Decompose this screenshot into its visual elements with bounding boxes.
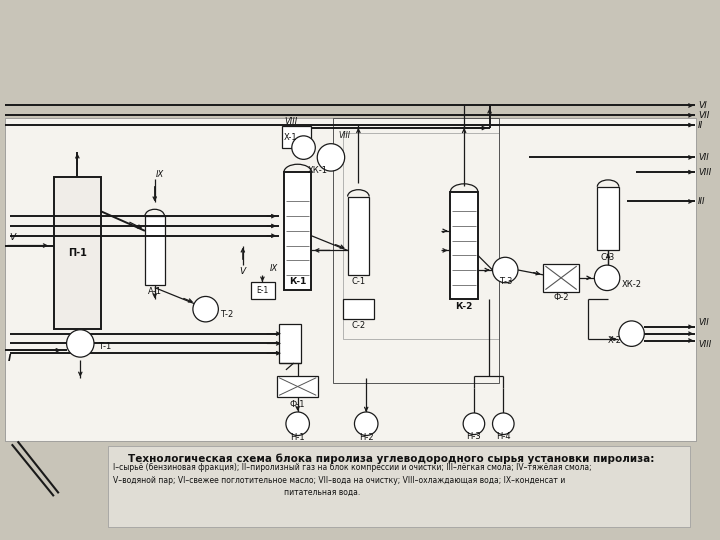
Bar: [343, 299, 374, 319]
Circle shape: [354, 412, 378, 435]
Text: К-2: К-2: [456, 302, 473, 310]
Text: VII: VII: [698, 153, 709, 162]
Bar: [108, 446, 690, 526]
Text: IX: IX: [156, 170, 163, 179]
Text: С-1: С-1: [351, 277, 366, 286]
Text: II: II: [698, 120, 703, 130]
Text: А-1: А-1: [148, 287, 162, 296]
Text: I: I: [8, 354, 12, 363]
Bar: [343, 133, 500, 339]
Bar: [277, 376, 318, 397]
Circle shape: [619, 321, 644, 346]
Text: Ф-1: Ф-1: [290, 400, 305, 409]
Circle shape: [66, 330, 94, 357]
Text: I–сырьё (бензиновая фракция); II–пиролизный газ на блок компрессии и очистки; II: I–сырьё (бензиновая фракция); II–пиролиз…: [112, 463, 591, 472]
Bar: [348, 197, 369, 275]
Text: Х-2: Х-2: [608, 336, 622, 345]
Bar: [544, 264, 579, 292]
Text: Е-1: Е-1: [256, 286, 269, 295]
Bar: [145, 216, 164, 285]
Text: К-1: К-1: [289, 277, 306, 286]
Text: V: V: [10, 233, 16, 242]
Bar: [54, 177, 101, 329]
Bar: [284, 172, 311, 289]
Text: V–водяной пар; VI–свежее поглотительное масло; VII–вода на очистку; VIII–охлажда: V–водяной пар; VI–свежее поглотительное …: [112, 476, 565, 484]
Text: С-2: С-2: [351, 321, 366, 330]
Text: ХК-1: ХК-1: [308, 166, 328, 174]
Text: Т-1: Т-1: [98, 342, 111, 351]
Text: VII: VII: [698, 111, 709, 120]
Text: III: III: [698, 197, 706, 206]
Text: VIII: VIII: [284, 117, 297, 126]
Circle shape: [463, 413, 485, 435]
Text: VIII: VIII: [338, 131, 351, 140]
Circle shape: [595, 265, 620, 291]
Text: VI: VI: [698, 101, 707, 110]
Circle shape: [292, 136, 315, 159]
Bar: [451, 192, 478, 299]
Circle shape: [318, 144, 345, 171]
Text: VIII: VIII: [698, 340, 711, 349]
Text: Н-2: Н-2: [359, 433, 374, 442]
Text: П-1: П-1: [68, 248, 87, 258]
Bar: [282, 126, 311, 147]
Text: V: V: [240, 267, 246, 276]
Text: Н-4: Н-4: [496, 432, 510, 441]
Bar: [279, 324, 301, 363]
Text: X-1: X-1: [284, 133, 297, 143]
Circle shape: [492, 413, 514, 435]
Text: Т-3: Т-3: [498, 277, 512, 286]
Text: VII: VII: [698, 319, 709, 327]
Text: С-3: С-3: [601, 253, 615, 262]
Text: VIII: VIII: [698, 167, 711, 177]
Text: Ф-2: Ф-2: [554, 293, 569, 302]
Text: ХК-2: ХК-2: [622, 280, 642, 289]
Bar: [5, 118, 696, 441]
Circle shape: [286, 412, 310, 435]
Text: питательная вода.: питательная вода.: [284, 488, 360, 497]
Circle shape: [492, 257, 518, 283]
Text: Н-1: Н-1: [290, 433, 305, 442]
Text: Т-2: Т-2: [220, 309, 233, 319]
Bar: [598, 187, 619, 251]
Bar: [333, 118, 500, 383]
Text: Н-3: Н-3: [467, 432, 481, 441]
Circle shape: [193, 296, 218, 322]
Text: Технологическая схема блока пиролиза углеводородного сырья установки пиролиза:: Технологическая схема блока пиролиза угл…: [128, 453, 655, 464]
Bar: [251, 282, 275, 299]
Text: IX: IX: [270, 264, 279, 273]
